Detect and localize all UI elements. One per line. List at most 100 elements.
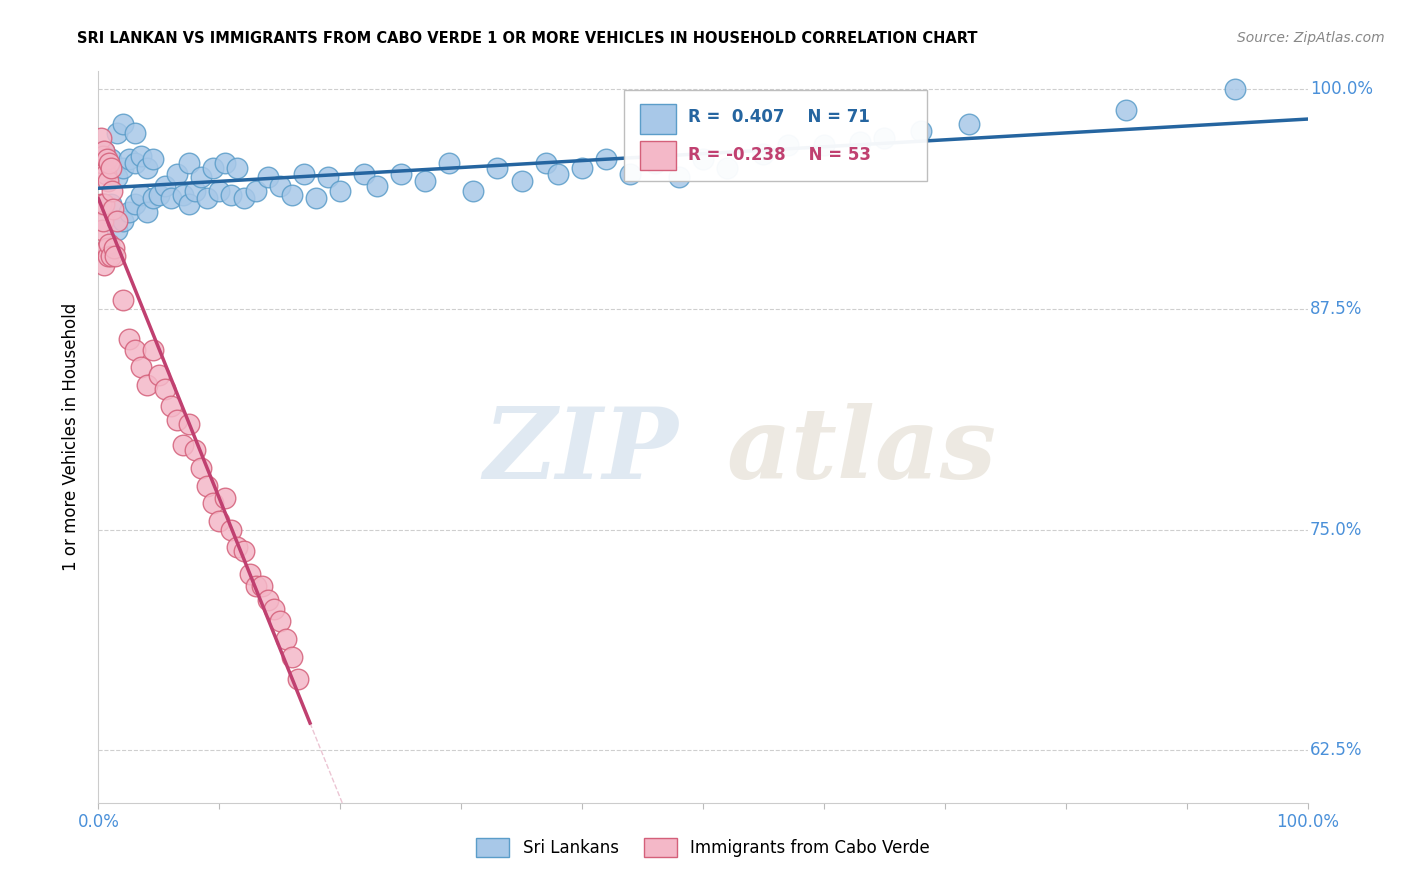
Point — [269, 178, 291, 193]
Point — [91, 214, 114, 228]
Point — [142, 191, 165, 205]
Point — [142, 343, 165, 357]
Point — [437, 156, 460, 170]
Text: 100.0%: 100.0% — [1310, 80, 1374, 98]
Point — [208, 184, 231, 198]
Point — [118, 153, 141, 167]
Point — [135, 205, 157, 219]
Point — [214, 156, 236, 170]
Point — [166, 167, 188, 181]
Point — [100, 249, 122, 263]
Point — [179, 196, 201, 211]
Legend: Sri Lankans, Immigrants from Cabo Verde: Sri Lankans, Immigrants from Cabo Verde — [470, 831, 936, 864]
Point — [274, 632, 297, 646]
Point — [239, 566, 262, 581]
Point — [153, 178, 176, 193]
Point — [111, 214, 134, 228]
Text: Source: ZipAtlas.com: Source: ZipAtlas.com — [1237, 31, 1385, 45]
Point — [353, 167, 375, 181]
Point — [148, 368, 170, 382]
Point — [232, 191, 254, 205]
Y-axis label: 1 or more Vehicles in Household: 1 or more Vehicles in Household — [62, 303, 80, 571]
Point — [184, 184, 207, 198]
Point — [752, 147, 775, 161]
Point — [813, 138, 835, 153]
Point — [160, 191, 183, 205]
Point — [135, 378, 157, 392]
Point — [129, 187, 152, 202]
FancyBboxPatch shape — [640, 141, 676, 170]
Point — [190, 170, 212, 185]
Point — [179, 417, 201, 431]
Point — [281, 649, 304, 664]
Text: R = -0.238    N = 53: R = -0.238 N = 53 — [689, 146, 872, 164]
Point — [534, 156, 557, 170]
Point — [1115, 103, 1137, 117]
Point — [329, 184, 352, 198]
Point — [595, 153, 617, 167]
Point — [94, 167, 117, 181]
Point — [104, 249, 127, 263]
Point — [135, 161, 157, 176]
Point — [316, 170, 339, 185]
Point — [93, 144, 115, 158]
Point — [111, 293, 134, 308]
Point — [910, 124, 932, 138]
Point — [250, 579, 273, 593]
Point — [97, 174, 120, 188]
Text: ZIP: ZIP — [484, 403, 679, 500]
Point — [195, 191, 218, 205]
Point — [413, 174, 436, 188]
Point — [100, 184, 122, 198]
Point — [91, 223, 114, 237]
Point — [190, 461, 212, 475]
Text: R =  0.407    N = 71: R = 0.407 N = 71 — [689, 109, 870, 127]
Point — [142, 153, 165, 167]
Point — [160, 399, 183, 413]
Point — [256, 593, 278, 607]
Point — [287, 673, 309, 687]
Point — [118, 205, 141, 219]
Point — [547, 167, 569, 181]
Point — [105, 214, 128, 228]
Point — [90, 131, 112, 145]
Point — [486, 161, 509, 176]
Point — [105, 170, 128, 185]
FancyBboxPatch shape — [640, 104, 676, 134]
Point — [172, 187, 194, 202]
Point — [716, 161, 738, 176]
Point — [214, 491, 236, 505]
Point — [226, 161, 249, 176]
Point — [105, 223, 128, 237]
Point — [208, 514, 231, 528]
Point — [692, 153, 714, 167]
Point — [166, 413, 188, 427]
Point — [153, 382, 176, 396]
Point — [105, 126, 128, 140]
Point — [179, 156, 201, 170]
Point — [96, 153, 118, 167]
Point — [226, 540, 249, 554]
Point — [389, 167, 412, 181]
Point — [292, 167, 315, 181]
Point — [93, 258, 115, 272]
Point — [97, 249, 120, 263]
Point — [305, 191, 328, 205]
Point — [111, 161, 134, 176]
Point — [100, 196, 122, 211]
Point — [957, 117, 980, 131]
Point — [195, 478, 218, 492]
Point — [256, 170, 278, 185]
Text: atlas: atlas — [727, 403, 997, 500]
Point — [90, 196, 112, 211]
Point — [668, 170, 690, 185]
Text: 62.5%: 62.5% — [1310, 741, 1362, 759]
Point — [103, 241, 125, 255]
Point — [91, 156, 114, 170]
Point — [98, 156, 121, 170]
Point — [571, 161, 593, 176]
Point — [619, 167, 641, 181]
Point — [100, 161, 122, 176]
Point — [202, 161, 225, 176]
Point — [91, 149, 114, 163]
